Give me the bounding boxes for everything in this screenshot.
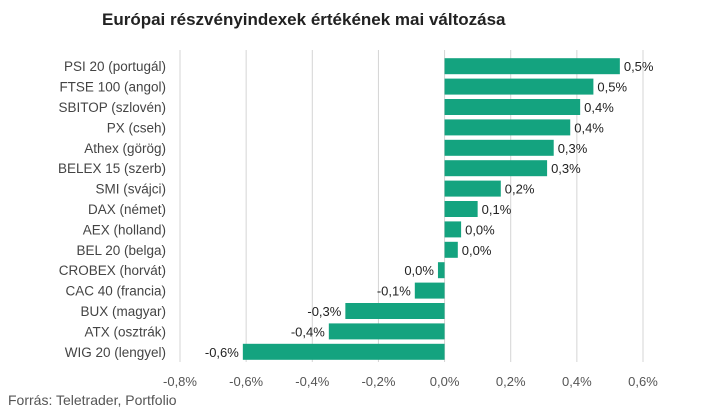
value-label: 0,3% [558,141,588,156]
x-tick-label: -0,2% [361,374,395,389]
category-label: Athex (görög) [84,141,166,156]
value-label: -0,4% [291,324,325,339]
category-label: FTSE 100 (angol) [59,80,166,95]
bar [444,58,620,75]
category-label: DAX (német) [88,202,166,217]
x-tick-label: -0,6% [229,374,263,389]
category-label: ATX (osztrák) [84,324,166,339]
category-label: PSI 20 (portugál) [64,59,166,74]
bar [444,201,478,217]
x-axis-tick-labels: -0,8% -0,6% -0,4% -0,2% 0,0% 0,2% 0,4% 0,6% [163,374,658,389]
bar [444,160,548,177]
value-label: 0,5% [624,59,654,74]
bar [437,262,445,279]
value-label: 0,1% [482,202,512,217]
x-tick-label: 0,2% [496,374,526,389]
category-label: BELEX 15 (szerb) [58,161,166,176]
value-label: 0,0% [465,222,495,237]
category-label: BUX (magyar) [80,304,166,319]
category-labels: PSI 20 (portugál) FTSE 100 (angol) SBITOP … [58,59,166,360]
bar [345,303,445,319]
value-label: 0,0% [404,263,434,278]
category-label: BEL 20 (belga) [76,243,166,258]
category-label: SBITOP (szlovén) [58,100,166,115]
category-label: SMI (svájci) [96,182,167,197]
x-tick-label: -0,8% [163,374,197,389]
bar [242,343,445,360]
chart-title: Európai részvényindexek értékének mai vá… [102,10,506,29]
value-label: 0,4% [584,100,614,115]
value-label: 0,3% [551,161,581,176]
value-label: -0,1% [377,284,411,299]
x-tick-label: 0,0% [430,374,460,389]
value-label: 0,0% [462,243,492,258]
category-label: CAC 40 (francia) [65,284,166,299]
value-label: -0,6% [205,345,239,360]
bar [328,323,445,340]
bar [444,119,571,136]
category-label: AEX (holland) [83,222,166,237]
category-label: CROBEX (horvát) [59,263,166,278]
bar [444,99,581,115]
bar [444,78,594,95]
value-labels: 0,5% 0,5% 0,4% 0,4% 0,3% 0,3% 0,2% 0,1% 0,0% 0,0%… [205,59,654,360]
x-tick-label: 0,6% [628,374,658,389]
source-note: Forrás: Teletrader, Portfolio [8,392,177,408]
value-label: 0,5% [597,80,627,95]
bar [444,241,458,258]
bar [444,221,462,238]
category-label: WIG 20 (lengyel) [65,345,166,360]
value-label: -0,3% [307,304,341,319]
x-tick-label: -0,4% [295,374,329,389]
bar [444,139,554,156]
x-tick-label: 0,4% [562,374,592,389]
bars [242,58,620,360]
category-label: PX (cseh) [107,120,166,135]
value-label: 0,4% [574,120,604,135]
bar [414,282,445,299]
bar [444,180,501,197]
value-label: 0,2% [505,182,535,197]
